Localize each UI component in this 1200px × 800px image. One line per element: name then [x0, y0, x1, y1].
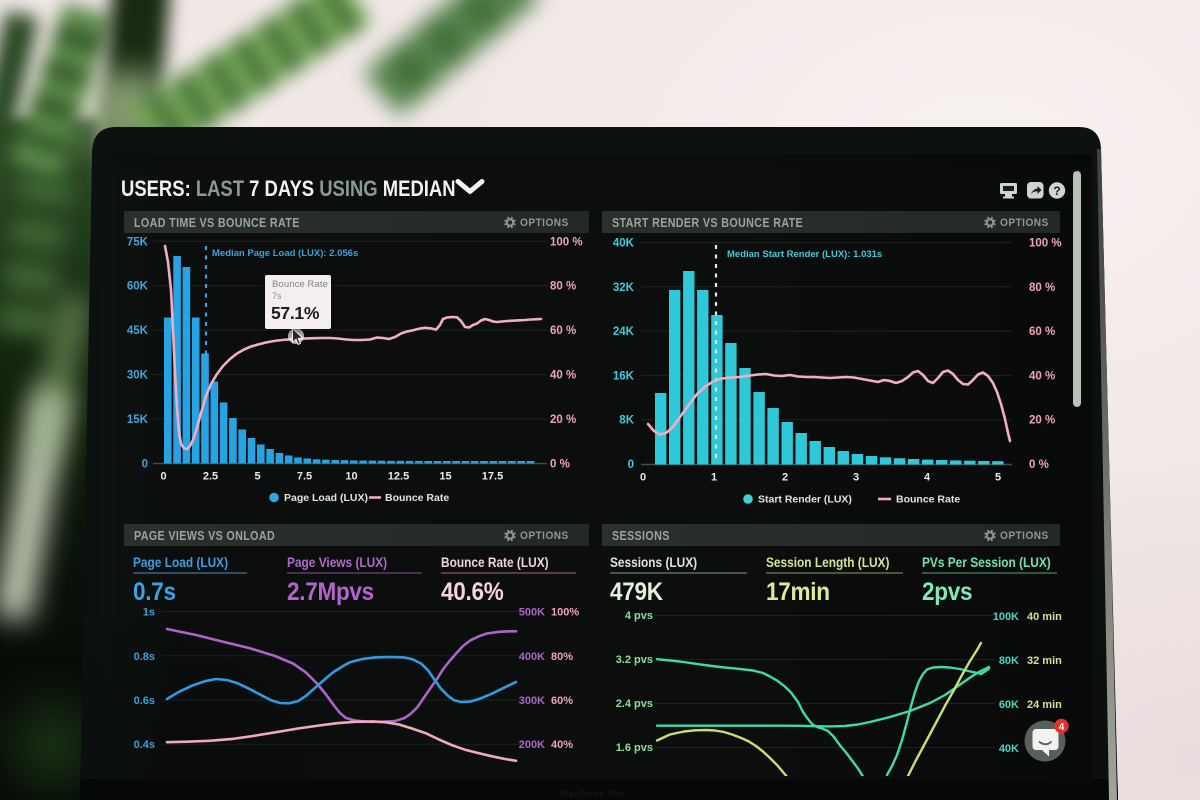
svg-text:4: 4 — [924, 472, 931, 484]
svg-text:500K: 500K — [519, 607, 545, 619]
svg-text:Bounce Rate: Bounce Rate — [385, 492, 449, 504]
svg-text:40%: 40% — [551, 739, 573, 751]
svg-text:32K: 32K — [613, 282, 635, 294]
svg-text:20 %: 20 % — [1029, 415, 1055, 427]
svg-text:0: 0 — [640, 472, 646, 484]
svg-text:100 %: 100 % — [550, 236, 583, 248]
svg-text:1: 1 — [711, 472, 717, 484]
svg-text:12.5: 12.5 — [388, 471, 409, 483]
svg-text:8K: 8K — [619, 415, 634, 427]
svg-text:100 %: 100 % — [1029, 238, 1062, 250]
svg-text:0.8s: 0.8s — [134, 651, 155, 663]
svg-text:0: 0 — [142, 458, 148, 470]
svg-text:80 %: 80 % — [1029, 282, 1055, 294]
svg-text:Median Page Load (LUX): 2.056s: Median Page Load (LUX): 2.056s — [212, 248, 358, 259]
svg-text:300K: 300K — [519, 695, 545, 707]
svg-text:0 %: 0 % — [1029, 459, 1049, 471]
svg-text:15K: 15K — [127, 414, 149, 426]
svg-text:5: 5 — [254, 471, 260, 483]
svg-text:60 %: 60 % — [1029, 326, 1055, 338]
svg-text:7.5: 7.5 — [297, 471, 312, 483]
svg-text:1s: 1s — [143, 607, 155, 619]
svg-text:3.2 pvs: 3.2 pvs — [616, 654, 653, 666]
svg-text:60K: 60K — [127, 281, 149, 293]
svg-text:100K: 100K — [993, 611, 1019, 623]
svg-text:Start Render (LUX): Start Render (LUX) — [758, 494, 852, 506]
svg-text:40 min: 40 min — [1027, 611, 1062, 623]
svg-text:32 min: 32 min — [1027, 655, 1062, 667]
svg-text:3: 3 — [853, 472, 859, 484]
svg-text:60K: 60K — [999, 699, 1019, 711]
svg-text:40K: 40K — [999, 743, 1019, 755]
svg-text:0: 0 — [628, 459, 634, 471]
svg-text:4: 4 — [1059, 722, 1065, 733]
svg-text:1.6 pvs: 1.6 pvs — [616, 742, 653, 754]
svg-text:0.4s: 0.4s — [134, 739, 155, 751]
svg-text:Page Load (LUX): Page Load (LUX) — [284, 492, 368, 504]
svg-text:4 pvs: 4 pvs — [625, 610, 653, 622]
svg-text:0.6s: 0.6s — [134, 695, 155, 707]
svg-text:0: 0 — [160, 471, 166, 483]
svg-text:24 min: 24 min — [1027, 699, 1062, 711]
svg-text:2.5: 2.5 — [203, 471, 218, 483]
svg-text:2.4 pvs: 2.4 pvs — [616, 698, 653, 710]
svg-text:75K: 75K — [127, 236, 149, 248]
svg-text:40 %: 40 % — [1029, 370, 1055, 382]
svg-text:15: 15 — [439, 471, 451, 483]
svg-text:16K: 16K — [613, 370, 635, 382]
svg-text:80%: 80% — [551, 651, 573, 663]
svg-text:2: 2 — [782, 472, 788, 484]
svg-text:30K: 30K — [127, 370, 149, 382]
svg-text:80 %: 80 % — [550, 281, 576, 293]
svg-text:40 %: 40 % — [550, 370, 576, 382]
svg-text:Median Start Render (LUX): 1.0: Median Start Render (LUX): 1.031s — [727, 249, 882, 260]
svg-text:80K: 80K — [999, 655, 1019, 667]
svg-text:40K: 40K — [613, 238, 635, 250]
svg-text:5: 5 — [995, 472, 1001, 484]
svg-text:60%: 60% — [551, 695, 573, 707]
svg-text:?: ? — [1053, 184, 1060, 198]
svg-text:17.5: 17.5 — [482, 471, 503, 483]
svg-text:Bounce Rate: Bounce Rate — [896, 494, 960, 506]
svg-text:200K: 200K — [519, 739, 545, 751]
svg-text:0 %: 0 % — [550, 458, 570, 470]
svg-text:100%: 100% — [551, 607, 579, 619]
svg-text:20 %: 20 % — [550, 414, 576, 426]
svg-text:10: 10 — [345, 471, 357, 483]
svg-text:45K: 45K — [127, 325, 149, 337]
svg-text:400K: 400K — [519, 651, 545, 663]
svg-text:24K: 24K — [613, 326, 635, 338]
svg-text:60 %: 60 % — [550, 325, 576, 337]
